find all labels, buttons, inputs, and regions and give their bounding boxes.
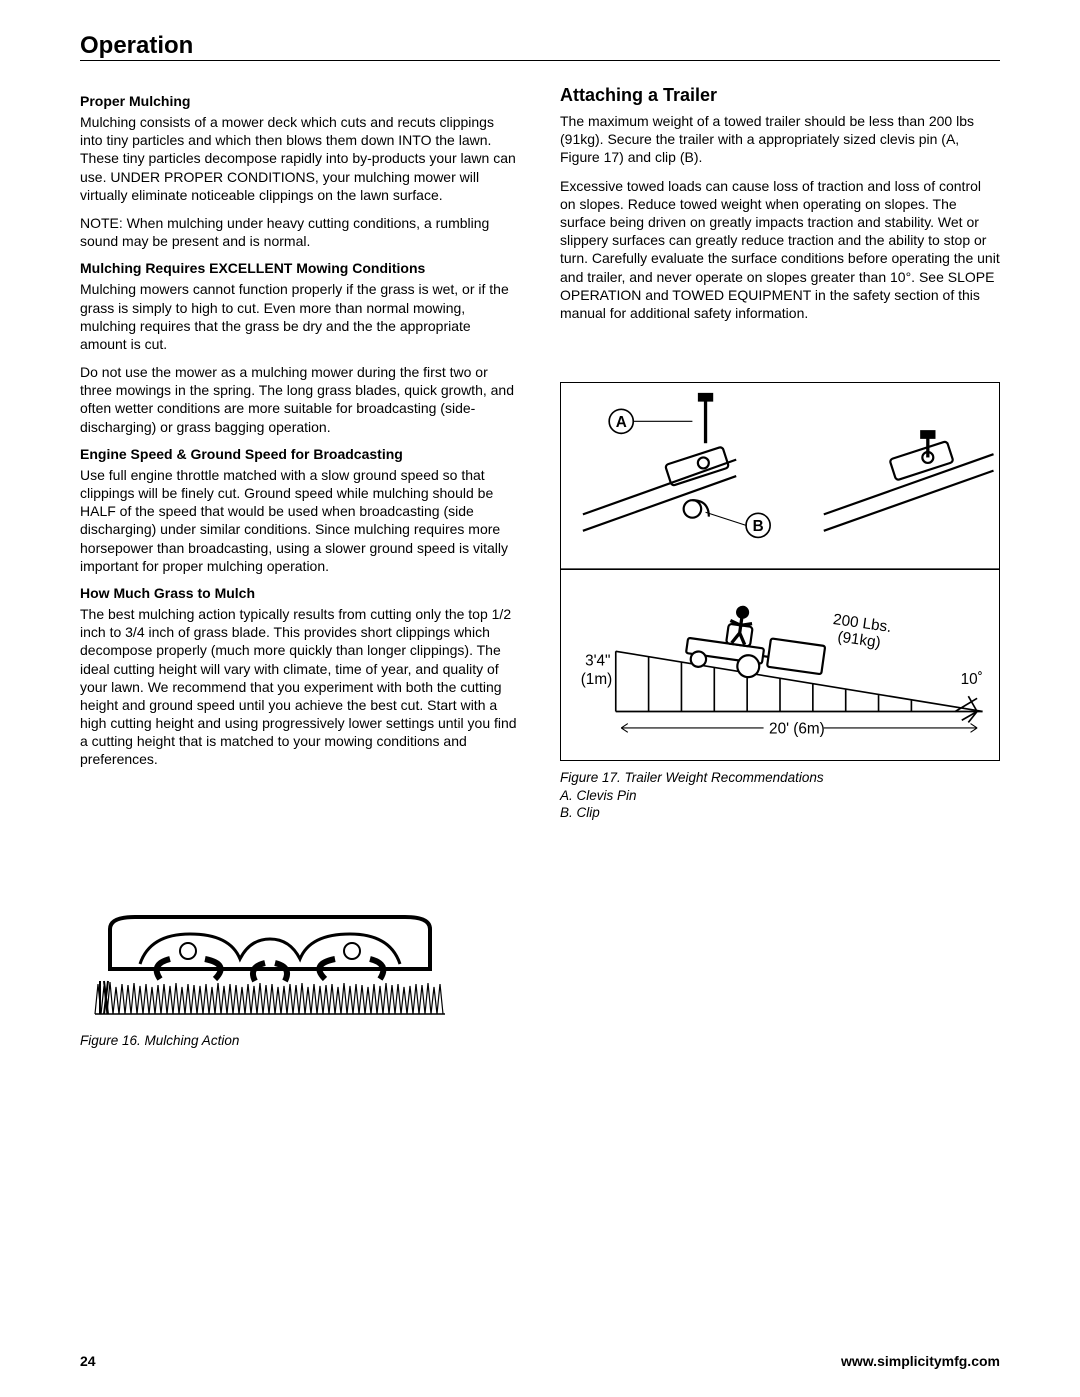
paragraph: Use full engine throttle matched with a …	[80, 466, 520, 575]
paragraph: Mulching mowers cannot function properly…	[80, 280, 520, 353]
mulching-action-diagram	[80, 909, 460, 1019]
figure-16: Figure 16. Mulching Action	[80, 909, 520, 1050]
svg-text:3'4": 3'4"	[585, 653, 610, 670]
heading-attaching-trailer: Attaching a Trailer	[560, 85, 1000, 106]
paragraph-text: The maximum weight of a towed trailer sh…	[560, 113, 974, 165]
figure-17-legend-b: B. Clip	[560, 805, 600, 820]
figure-17: A B	[560, 382, 1000, 761]
right-column: Attaching a Trailer The maximum weight o…	[560, 85, 1000, 1049]
svg-text:(1m): (1m)	[581, 671, 612, 688]
svg-text:20' (6m): 20' (6m)	[769, 720, 825, 737]
footer-url: www.simplicitymfg.com	[841, 1353, 1000, 1369]
heading-mulching-conditions: Mulching Requires EXCELLENT Mowing Condi…	[80, 260, 520, 276]
heading-engine-speed: Engine Speed & Ground Speed for Broadcas…	[80, 446, 520, 462]
trailer-diagram: A B	[561, 383, 999, 755]
svg-text:10˚: 10˚	[961, 671, 983, 688]
paragraph: The best mulching action typically resul…	[80, 605, 520, 769]
figure-17-title: Figure 17. Trailer Weight Recommendation…	[560, 770, 824, 785]
paragraph-note: NOTE: When mulching under heavy cutting …	[80, 214, 520, 250]
heading-proper-mulching: Proper Mulching	[80, 93, 520, 109]
figure-17-caption: Figure 17. Trailer Weight Recommendation…	[560, 769, 1000, 822]
svg-text:A: A	[616, 414, 627, 431]
left-column: Proper Mulching Mulching consists of a m…	[80, 85, 520, 1049]
content-columns: Proper Mulching Mulching consists of a m…	[80, 85, 1000, 1049]
paragraph: Excessive towed loads can cause loss of …	[560, 177, 1000, 323]
page-footer: 24 www.simplicitymfg.com	[80, 1353, 1000, 1369]
figure-17-legend-a: A. Clevis Pin	[560, 788, 637, 803]
svg-text:B: B	[753, 518, 764, 535]
section-header: Operation	[80, 30, 1000, 61]
section-title: Operation	[80, 32, 203, 59]
heading-how-much-grass: How Much Grass to Mulch	[80, 585, 520, 601]
paragraph: Do not use the mower as a mulching mower…	[80, 363, 520, 436]
figure-16-caption: Figure 16. Mulching Action	[80, 1032, 520, 1050]
paragraph: Mulching consists of a mower deck which …	[80, 113, 520, 204]
paragraph: The maximum weight of a towed trailer sh…	[560, 112, 1000, 167]
page-number: 24	[80, 1353, 96, 1369]
